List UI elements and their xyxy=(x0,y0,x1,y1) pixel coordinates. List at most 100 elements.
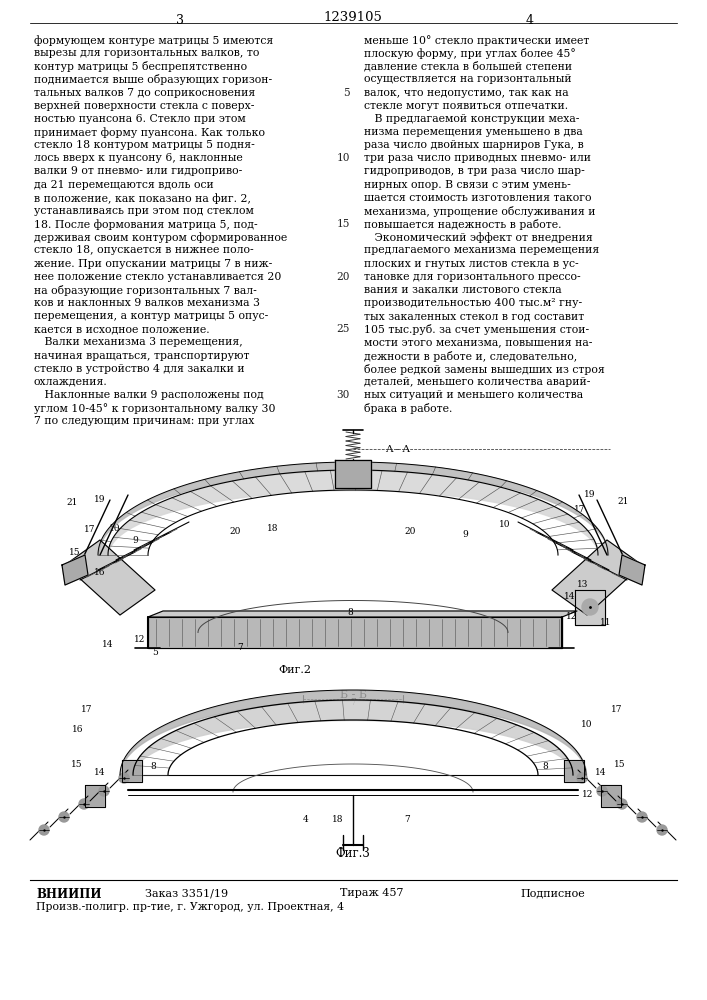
Circle shape xyxy=(637,812,647,822)
Text: шается стоимость изготовления такого: шается стоимость изготовления такого xyxy=(364,193,592,203)
Text: тановке для горизонтального прессо-: тановке для горизонтального прессо- xyxy=(364,272,580,282)
Text: тальных валков 7 до соприкосновения: тальных валков 7 до соприкосновения xyxy=(34,88,255,98)
Text: в положение, как показано на фиг. 2,: в положение, как показано на фиг. 2, xyxy=(34,193,251,204)
Text: верхней поверхности стекла с поверх-: верхней поверхности стекла с поверх- xyxy=(34,101,255,111)
Polygon shape xyxy=(62,555,88,585)
Circle shape xyxy=(657,825,667,835)
Text: 11: 11 xyxy=(600,618,612,627)
Text: предлагаемого механизма перемещения: предлагаемого механизма перемещения xyxy=(364,245,600,255)
Polygon shape xyxy=(619,555,645,585)
Text: нее положение стекло устанавливается 20: нее положение стекло устанавливается 20 xyxy=(34,272,281,282)
Text: 14: 14 xyxy=(94,768,106,777)
Text: 1239105: 1239105 xyxy=(324,11,382,24)
Text: гидроприводов, в три раза число шар-: гидроприводов, в три раза число шар- xyxy=(364,166,585,176)
Text: перемещения, а контур матрицы 5 опус-: перемещения, а контур матрицы 5 опус- xyxy=(34,311,268,321)
Text: 17: 17 xyxy=(612,705,623,714)
Text: механизма, упрощение обслуживания и: механизма, упрощение обслуживания и xyxy=(364,206,595,217)
Text: формующем контуре матрицы 5 имеются: формующем контуре матрицы 5 имеются xyxy=(34,35,273,46)
Text: давление стекла в большей степени: давление стекла в большей степени xyxy=(364,61,572,72)
Polygon shape xyxy=(122,760,142,782)
Text: Б - Б: Б - Б xyxy=(339,690,366,700)
Text: нирных опор. В связи с этим умень-: нирных опор. В связи с этим умень- xyxy=(364,180,571,190)
Text: 30: 30 xyxy=(337,390,350,400)
Text: 18. После формования матрица 5, под-: 18. После формования матрица 5, под- xyxy=(34,219,257,230)
Text: ностью пуансона 6. Стекло при этом: ностью пуансона 6. Стекло при этом xyxy=(34,114,246,124)
Text: держивая своим контуром сформированное: держивая своим контуром сформированное xyxy=(34,232,287,243)
Text: 4: 4 xyxy=(526,14,534,27)
Text: Наклонные валки 9 расположены под: Наклонные валки 9 расположены под xyxy=(34,390,264,400)
Text: плоскую форму, при углах более 45°: плоскую форму, при углах более 45° xyxy=(364,48,575,59)
Circle shape xyxy=(597,786,607,796)
Text: Тираж 457: Тираж 457 xyxy=(340,888,404,898)
Text: Фиг.2: Фиг.2 xyxy=(279,665,312,675)
Text: мости этого механизма, повышения на-: мости этого механизма, повышения на- xyxy=(364,337,592,347)
Text: 12: 12 xyxy=(566,612,578,621)
Text: углом 10-45° к горизонтальному валку 30: углом 10-45° к горизонтальному валку 30 xyxy=(34,403,276,414)
Text: контур матрицы 5 беспрепятственно: контур матрицы 5 беспрепятственно xyxy=(34,61,247,72)
Text: 14: 14 xyxy=(595,768,607,777)
Text: валки 9 от пневмо- или гидроприво-: валки 9 от пневмо- или гидроприво- xyxy=(34,166,243,176)
Text: A - A: A - A xyxy=(385,445,410,454)
Polygon shape xyxy=(148,611,577,617)
Text: устанавливаясь при этом под стеклом: устанавливаясь при этом под стеклом xyxy=(34,206,254,216)
Text: 5: 5 xyxy=(344,88,350,98)
Text: 14: 14 xyxy=(103,640,114,649)
Text: низма перемещения уменьшено в два: низма перемещения уменьшено в два xyxy=(364,127,583,137)
Text: 9: 9 xyxy=(462,530,468,539)
Text: на образующие горизонтальных 7 вал-: на образующие горизонтальных 7 вал- xyxy=(34,285,257,296)
Text: 13: 13 xyxy=(578,580,589,589)
Circle shape xyxy=(119,773,129,783)
Text: 10: 10 xyxy=(110,524,121,533)
Text: дежности в работе и, следовательно,: дежности в работе и, следовательно, xyxy=(364,351,577,362)
Text: 10: 10 xyxy=(499,520,510,529)
Text: меньше 10° стекло практически имеет: меньше 10° стекло практически имеет xyxy=(364,35,590,46)
Text: 18: 18 xyxy=(267,524,279,533)
Text: производительностью 400 тыс.м² гну-: производительностью 400 тыс.м² гну- xyxy=(364,298,582,308)
Text: Подписное: Подписное xyxy=(520,888,585,898)
Text: 18: 18 xyxy=(332,815,344,824)
Text: 19: 19 xyxy=(584,490,596,499)
Text: 19: 19 xyxy=(94,495,106,504)
Polygon shape xyxy=(335,460,371,488)
Text: Валки механизма 3 перемещения,: Валки механизма 3 перемещения, xyxy=(34,337,243,347)
Polygon shape xyxy=(601,785,621,807)
Text: 25: 25 xyxy=(337,324,350,334)
Text: 10: 10 xyxy=(337,153,350,163)
Text: 15: 15 xyxy=(614,760,626,769)
Circle shape xyxy=(99,786,109,796)
Text: 9: 9 xyxy=(132,536,138,545)
Text: охлаждения.: охлаждения. xyxy=(34,377,107,387)
Text: ВНИИПИ: ВНИИПИ xyxy=(36,888,102,901)
Text: вания и закалки листового стекла: вания и закалки листового стекла xyxy=(364,285,561,295)
Text: три раза число приводных пневмо- или: три раза число приводных пневмо- или xyxy=(364,153,591,163)
Text: тых закаленных стекол в год составит: тых закаленных стекол в год составит xyxy=(364,311,584,321)
Text: 16: 16 xyxy=(94,568,106,577)
Text: 20: 20 xyxy=(404,527,416,536)
Text: 3: 3 xyxy=(176,14,184,27)
Text: 8: 8 xyxy=(150,762,156,771)
Text: повышается надежность в работе.: повышается надежность в работе. xyxy=(364,219,561,230)
Text: 8: 8 xyxy=(542,762,548,771)
Text: Экономический эффект от внедрения: Экономический эффект от внедрения xyxy=(364,232,592,243)
Text: 105 тыс.руб. за счет уменьшения стои-: 105 тыс.руб. за счет уменьшения стои- xyxy=(364,324,589,335)
Text: стекле могут появиться отпечатки.: стекле могут появиться отпечатки. xyxy=(364,101,568,111)
Circle shape xyxy=(582,599,598,615)
Text: более редкой замены вышедших из строя: более редкой замены вышедших из строя xyxy=(364,364,604,375)
Circle shape xyxy=(577,773,587,783)
Text: да 21 перемещаются вдоль оси: да 21 перемещаются вдоль оси xyxy=(34,180,214,190)
Text: ков и наклонных 9 валков механизма 3: ков и наклонных 9 валков механизма 3 xyxy=(34,298,260,308)
Circle shape xyxy=(59,812,69,822)
Text: 10: 10 xyxy=(581,720,592,729)
Polygon shape xyxy=(564,760,584,782)
Text: 15: 15 xyxy=(71,760,83,769)
Text: 7: 7 xyxy=(404,815,410,824)
Text: 17: 17 xyxy=(84,525,95,534)
Polygon shape xyxy=(552,540,642,615)
Text: начиная вращаться, транспортируют: начиная вращаться, транспортируют xyxy=(34,351,250,361)
Text: стекло в устройство 4 для закалки и: стекло в устройство 4 для закалки и xyxy=(34,364,245,374)
Text: 12: 12 xyxy=(94,790,105,799)
Text: плоских и гнутых листов стекла в ус-: плоских и гнутых листов стекла в ус- xyxy=(364,259,578,269)
Text: 17: 17 xyxy=(574,505,586,514)
Text: раза число двойных шарниров Гука, в: раза число двойных шарниров Гука, в xyxy=(364,140,584,150)
Text: 12: 12 xyxy=(583,790,594,799)
